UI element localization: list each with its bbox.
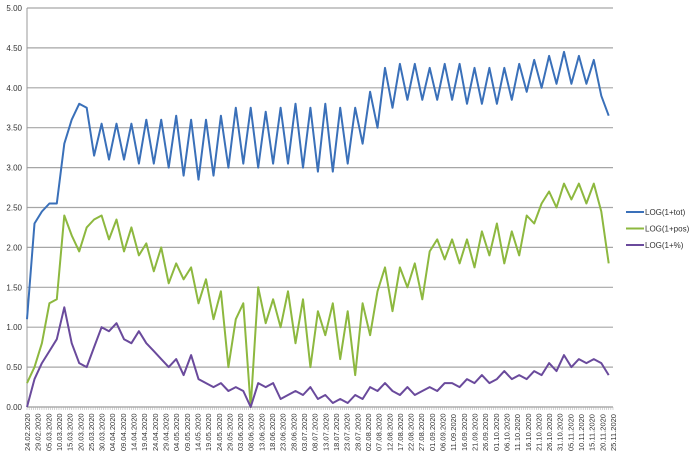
legend-label-0: LOG(1+tot) (645, 208, 686, 217)
x-tick-label: 25.03.2020 (87, 413, 96, 451)
y-tick-label: 5.00 (6, 4, 22, 13)
x-tick-label: 04.04.2020 (108, 413, 117, 451)
x-tick-label: 22.08.2020 (407, 413, 416, 451)
y-tick-label: 3.00 (6, 164, 22, 173)
x-tick-label: 28.06.2020 (289, 413, 298, 451)
legend: LOG(1+tot) LOG(1+pos) LOG(1+%) (626, 208, 690, 250)
x-tick-label: 25.11.2020 (609, 414, 618, 451)
x-tick-label: 03.06.2020 (236, 413, 245, 451)
y-axis-ticks: 0.00 0.50 1.00 1.50 2.00 2.50 3.00 3.50 4.00 4.50… (6, 4, 22, 412)
x-tick-label: 26.10.2020 (545, 413, 554, 451)
y-tick-label: 0.50 (6, 363, 22, 372)
y-tick-label: 0.00 (6, 403, 22, 412)
series-line-1 (26, 182, 610, 408)
x-tick-label: 11.09.2020 (449, 414, 458, 451)
x-tick-label: 06.10.2020 (502, 413, 511, 451)
x-tick-label: 01.09.2020 (428, 413, 437, 451)
x-tick-label: 21.09.2020 (470, 413, 479, 451)
x-tick-label: 20.03.2020 (76, 413, 85, 451)
x-tick-label: 13.06.2020 (257, 413, 266, 451)
x-tick-label: 28.07.2020 (353, 413, 362, 451)
y-tick-label: 4.00 (6, 84, 22, 93)
x-tick-label: 06.09.2020 (439, 413, 448, 451)
y-tick-label: 4.50 (6, 44, 22, 53)
x-tick-label: 15.03.2020 (66, 413, 75, 451)
x-tick-label: 29.02.2020 (34, 413, 43, 451)
x-tick-label: 29.05.2020 (225, 413, 234, 451)
x-tick-label: 09.05.2020 (183, 413, 192, 451)
x-tick-label: 08.06.2020 (247, 413, 256, 451)
x-tick-label: 19.04.2020 (140, 413, 149, 451)
gridlines (26, 7, 614, 410)
x-tick-label: 16.10.2020 (524, 413, 533, 451)
x-tick-label: 14.04.2020 (130, 413, 139, 451)
x-tick-label: 07.08.2020 (375, 413, 384, 451)
x-tick-label: 20.11.2020 (598, 414, 607, 451)
y-tick-label: 1.00 (6, 323, 22, 332)
series-line-2 (26, 306, 610, 408)
x-tick-label: 30.03.2020 (98, 413, 107, 451)
y-tick-label: 2.50 (6, 204, 22, 213)
x-tick-label: 12.08.2020 (385, 413, 394, 451)
y-tick-label: 3.50 (6, 124, 22, 133)
x-tick-label: 05.03.2020 (44, 413, 53, 451)
x-tick-label: 04.05.2020 (172, 413, 181, 451)
x-tick-label: 01.10.2020 (492, 413, 501, 451)
x-tick-label: 18.06.2020 (268, 413, 277, 451)
x-tick-label: 29.04.2020 (162, 413, 171, 451)
y-tick-label: 2.00 (6, 243, 22, 252)
x-tick-label: 19.05.2020 (204, 413, 213, 451)
x-tick-label: 13.07.2020 (321, 413, 330, 451)
x-tick-label: 27.08.2020 (417, 413, 426, 451)
x-tick-label: 26.09.2020 (481, 413, 490, 451)
x-tick-label: 18.07.2020 (332, 413, 341, 451)
series-lines (26, 50, 610, 408)
x-tick-label: 14.05.2020 (193, 413, 202, 451)
series-line-0 (26, 50, 610, 320)
legend-label-2: LOG(1+%) (645, 241, 684, 250)
x-tick-label: 23.06.2020 (279, 413, 288, 451)
x-tick-label: 15.11.2020 (588, 414, 597, 451)
x-tick-label: 16.09.2020 (460, 413, 469, 451)
x-axis-ticks: 24.02.2020 29.02.2020 05.03.2020 10.03.2020… (23, 413, 618, 451)
legend-label-1: LOG(1+pos) (645, 225, 690, 234)
x-tick-label: 10.03.2020 (55, 413, 64, 451)
x-tick-label: 17.08.2020 (396, 413, 405, 451)
x-tick-label: 24.05.2020 (215, 413, 224, 451)
x-tick-label: 02.08.2020 (364, 413, 373, 451)
y-tick-label: 1.50 (6, 283, 22, 292)
x-tick-label: 11.10.2020 (513, 414, 522, 451)
x-tick-label: 31.10.2020 (556, 413, 565, 451)
x-tick-label: 09.04.2020 (119, 413, 128, 451)
x-tick-label: 03.07.2020 (300, 413, 309, 451)
x-tick-label: 08.07.2020 (311, 413, 320, 451)
x-tick-label: 23.07.2020 (343, 413, 352, 451)
x-tick-label: 10.11.2020 (577, 414, 586, 451)
x-tick-label: 24.02.2020 (23, 413, 32, 451)
x-tick-label: 21.10.2020 (534, 413, 543, 451)
x-tick-label: 05.11.2020 (566, 414, 575, 451)
x-tick-label: 24.04.2020 (151, 413, 160, 451)
